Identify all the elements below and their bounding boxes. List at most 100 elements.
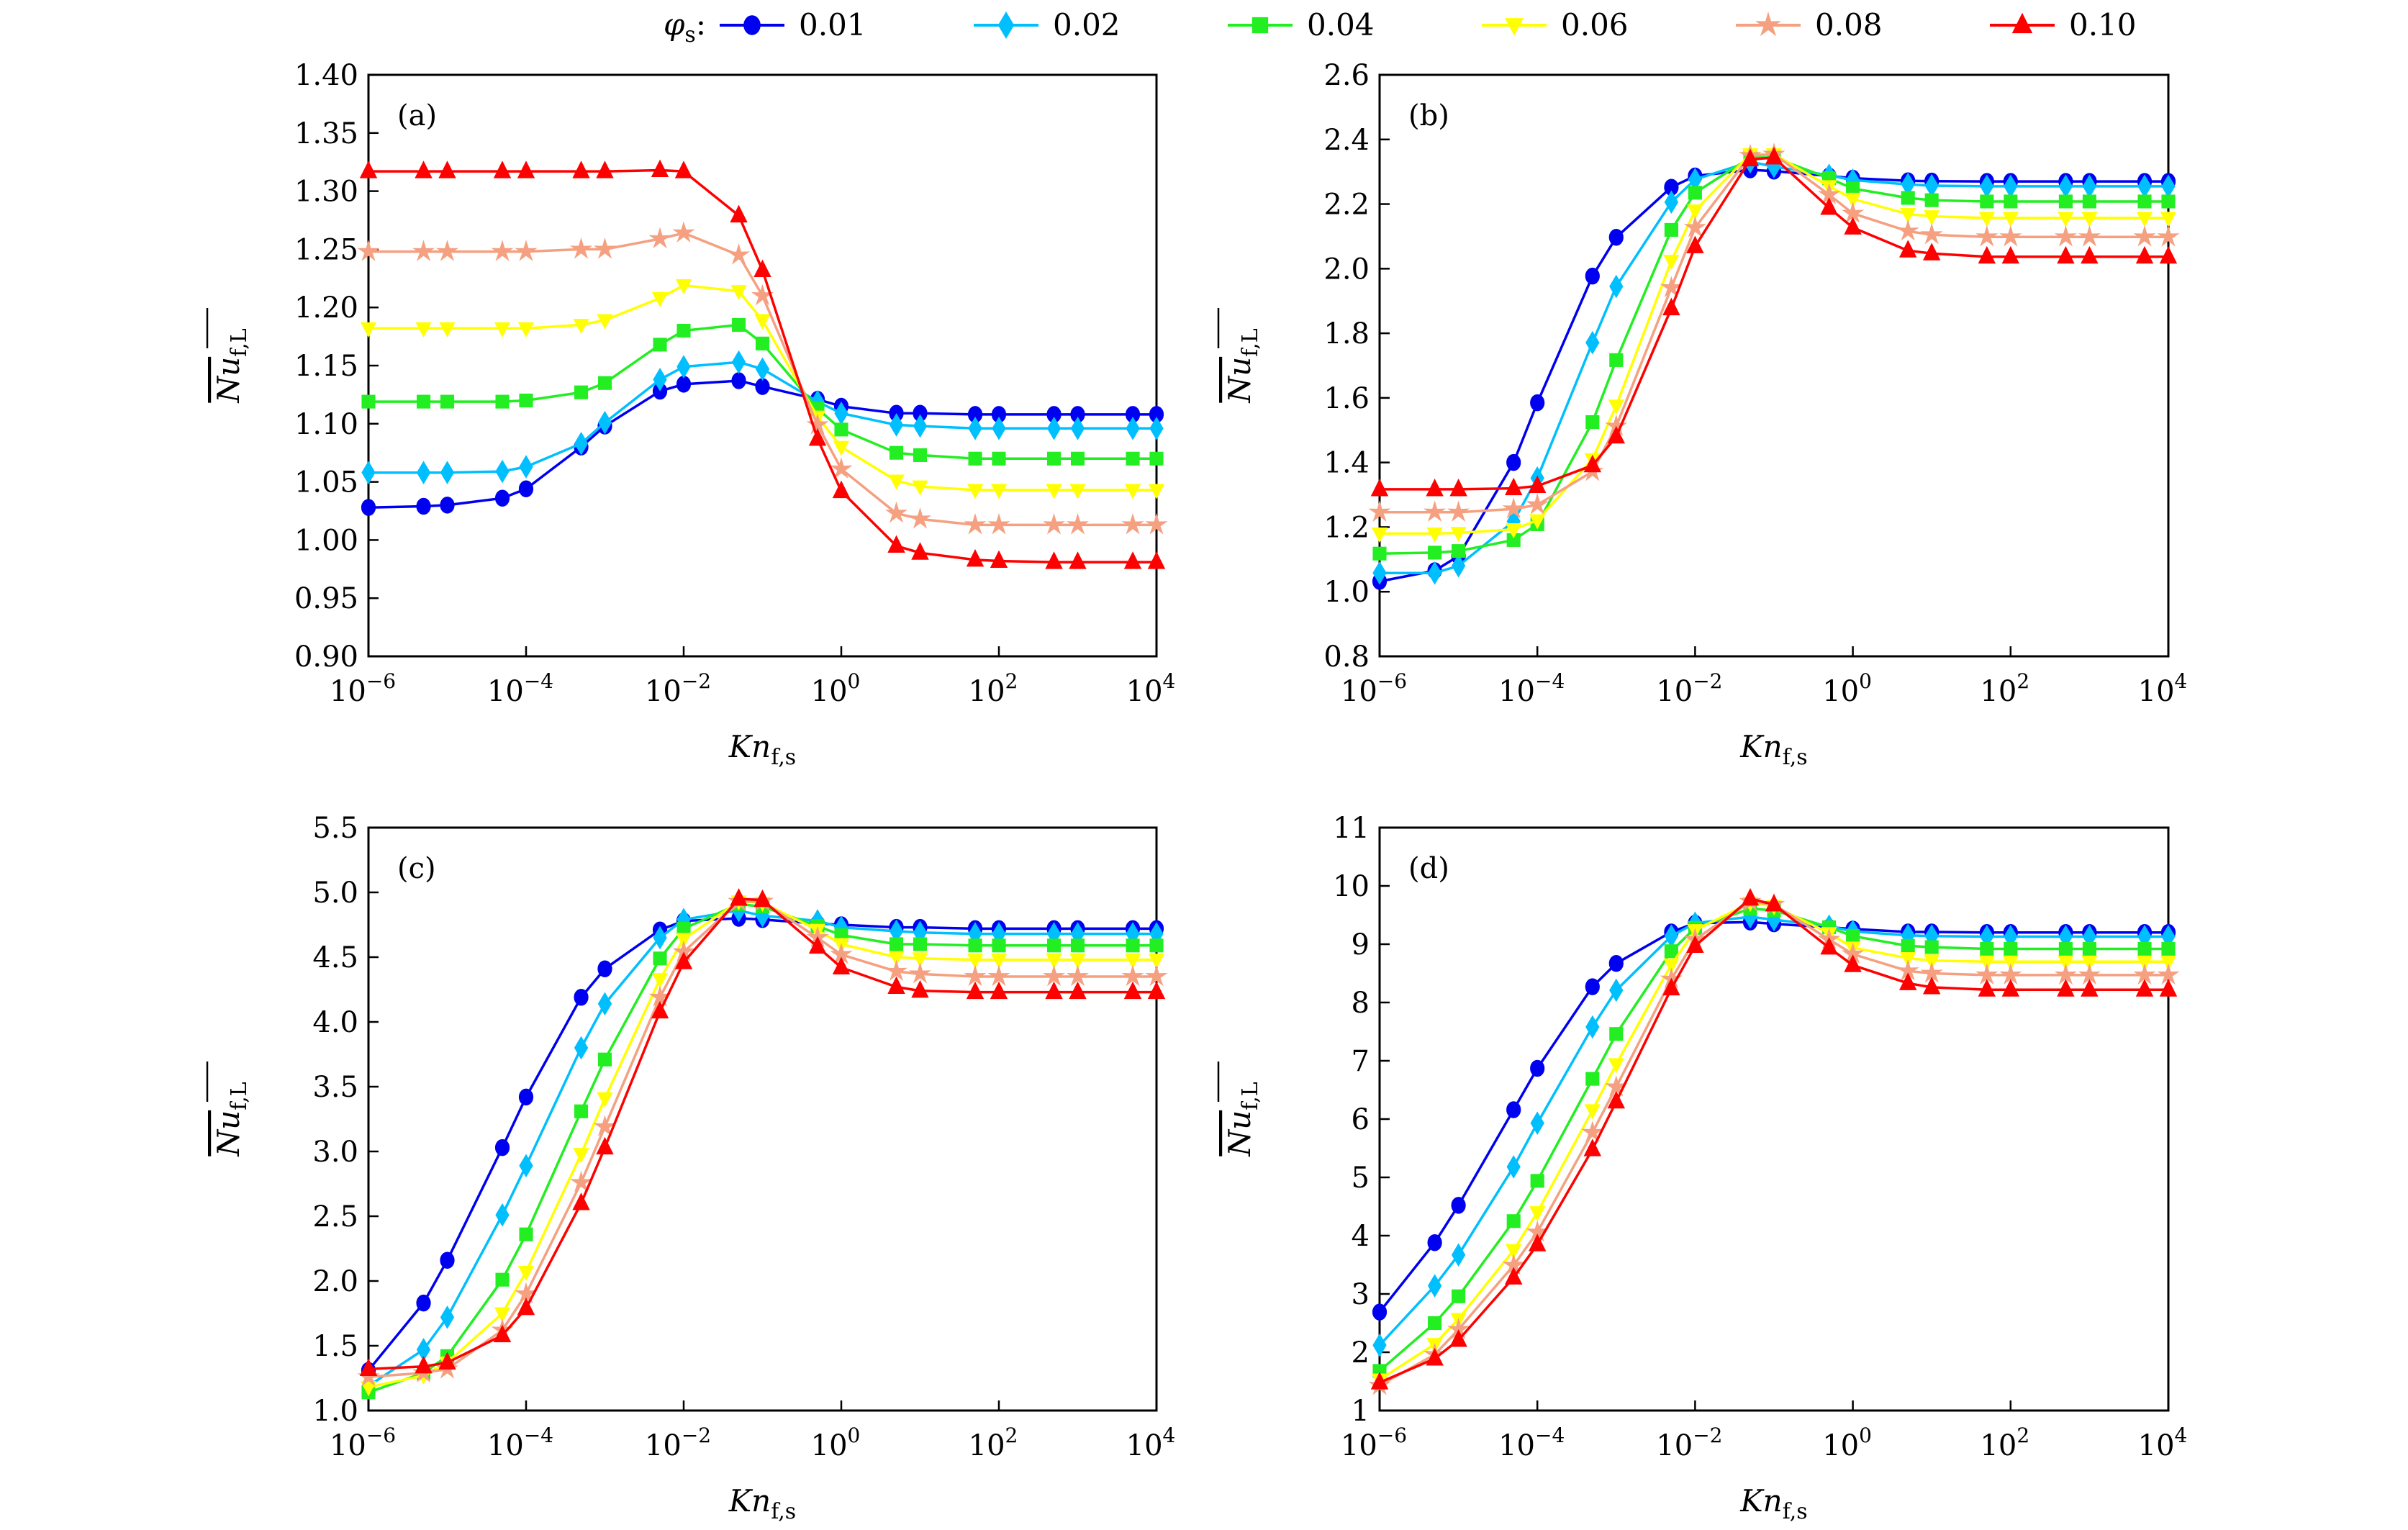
- data-point: [1663, 255, 1680, 271]
- y-tick-label: 1.40: [294, 59, 358, 92]
- data-point: [1506, 453, 1521, 471]
- data-point: [1662, 297, 1680, 316]
- data-point: [1978, 979, 1996, 997]
- x-tick-label: 100: [1822, 1423, 1872, 1462]
- data-point: [676, 355, 691, 379]
- data-point: [1147, 551, 1166, 569]
- data-point: [2078, 963, 2101, 985]
- legend-label: 0.08: [1815, 7, 1883, 42]
- panel-label: (c): [397, 852, 436, 885]
- data-point: [1045, 981, 1063, 1000]
- data-point: [517, 322, 535, 338]
- data-point: [2082, 194, 2096, 209]
- x-tick-label: 104: [2138, 669, 2188, 708]
- series-0.04: [361, 317, 1164, 466]
- x-tick-label: 100: [811, 669, 861, 708]
- data-point: [597, 992, 612, 1016]
- x-tick-label: 104: [1126, 669, 1176, 708]
- data-point: [570, 237, 593, 259]
- data-point: [1820, 197, 1838, 215]
- data-point: [651, 159, 669, 178]
- data-point: [1896, 219, 1919, 241]
- data-point: [572, 160, 590, 178]
- data-point: [2002, 955, 2019, 971]
- x-tick-label: 102: [1980, 1423, 2029, 1462]
- data-point: [1452, 1289, 1466, 1303]
- legend-marker-triangle-down: [1505, 18, 1524, 36]
- data-point: [1608, 954, 1624, 972]
- y-tick-label: 2.5: [312, 1200, 358, 1233]
- data-point: [415, 160, 433, 178]
- y-tick-label: 5: [1352, 1162, 1370, 1195]
- y-tick-label: 4: [1352, 1220, 1370, 1253]
- y-tick-label: 1.35: [294, 117, 358, 150]
- data-point: [2081, 212, 2098, 227]
- x-tick-label: 102: [1980, 669, 2029, 708]
- data-point: [1900, 208, 1916, 224]
- y-tick-label: 1.15: [294, 350, 358, 383]
- data-point: [1607, 1090, 1626, 1109]
- data-point: [730, 204, 748, 223]
- data-point: [1664, 944, 1678, 959]
- data-point: [651, 1000, 669, 1019]
- x-axis-label: Knf,s: [1739, 729, 1807, 770]
- data-point: [912, 480, 928, 496]
- data-point: [2058, 212, 2074, 227]
- legend-item-0.10: 0.10: [1990, 7, 2137, 42]
- y-tick-label: 7: [1352, 1045, 1370, 1078]
- legend-item-0.08: 0.08: [1736, 7, 1883, 42]
- x-tick-base: 10: [1822, 1429, 1859, 1462]
- y-tick-label: 1.0: [312, 1395, 358, 1428]
- y-axis-label: Nuf,L: [211, 328, 252, 403]
- data-point: [519, 1227, 533, 1241]
- data-point: [1664, 222, 1678, 237]
- data-point: [2058, 194, 2073, 209]
- data-point: [596, 160, 614, 178]
- data-point: [519, 393, 533, 408]
- series-0.10: [359, 888, 1166, 1376]
- data-point: [570, 1170, 593, 1192]
- data-point: [1980, 941, 1994, 956]
- y-axis-label-main: Nu: [1222, 357, 1257, 404]
- data-point: [1124, 954, 1141, 969]
- legend-item-0.04: 0.04: [1228, 7, 1375, 42]
- y-tick-label: 0.90: [294, 640, 358, 674]
- legend-title: φs:: [664, 6, 706, 47]
- y-tick-label: 6: [1352, 1103, 1370, 1136]
- data-point: [830, 457, 853, 479]
- data-point: [1529, 514, 1546, 530]
- data-point: [1450, 527, 1467, 543]
- data-point: [1427, 561, 1442, 585]
- data-point: [674, 951, 693, 969]
- data-point: [519, 1154, 533, 1178]
- y-tick-label: 1.2: [1323, 511, 1370, 544]
- data-point: [1846, 929, 1860, 943]
- y-axis-label-main: Nu: [211, 357, 246, 404]
- data-point: [1123, 551, 1142, 569]
- legend-item-0.06: 0.06: [1482, 7, 1629, 42]
- data-point: [675, 279, 692, 295]
- data-point: [1504, 1267, 1523, 1285]
- x-tick-base: 10: [487, 1429, 524, 1462]
- data-point: [1585, 330, 1600, 355]
- data-point: [2137, 941, 2152, 956]
- data-point: [1066, 512, 1090, 535]
- data-point: [913, 414, 928, 438]
- y-tick-label: 4.0: [312, 1006, 358, 1039]
- data-point: [1924, 193, 1939, 207]
- data-point: [2004, 941, 2018, 956]
- legend-marker-star: [1755, 12, 1782, 37]
- data-point: [1765, 894, 1783, 912]
- data-point: [1584, 1104, 1601, 1120]
- x-tick-exponent: −2: [682, 1423, 711, 1447]
- x-tick-label: 10−2: [1656, 669, 1722, 708]
- data-point: [1660, 276, 1683, 297]
- legend-symbol-sub: s: [684, 22, 695, 47]
- data-point: [2057, 245, 2075, 264]
- x-tick-exponent: 4: [2175, 669, 2188, 693]
- data-point: [1046, 451, 1062, 466]
- x-tick-base: 10: [487, 675, 524, 708]
- data-point: [1043, 964, 1066, 987]
- data-point: [968, 938, 982, 953]
- legend-label: 0.01: [799, 7, 866, 42]
